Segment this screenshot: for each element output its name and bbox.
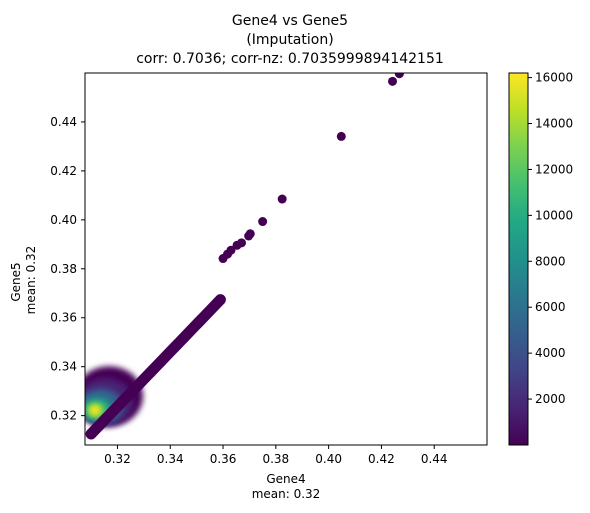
density-blob-8 bbox=[91, 406, 100, 415]
band-point bbox=[214, 294, 226, 306]
x-tick-label: 0.42 bbox=[368, 452, 395, 466]
y-tick-label: 0.38 bbox=[50, 262, 77, 276]
y-axis-label-line-1: Gene5 bbox=[9, 262, 23, 301]
colorbar-tick-label: 10000 bbox=[535, 208, 573, 222]
x-axis-label-line-2: mean: 0.32 bbox=[252, 487, 321, 501]
x-tick-label: 0.44 bbox=[421, 452, 448, 466]
y-axis-label-line-2: mean: 0.32 bbox=[24, 246, 38, 315]
colorbar-tick-label: 14000 bbox=[535, 117, 573, 131]
scatter-point-4 bbox=[277, 194, 287, 204]
colorbar-tick-label: 4000 bbox=[535, 346, 566, 360]
chart-title: Gene4 vs Gene5 (Imputation) corr: 0.7036… bbox=[136, 13, 444, 67]
x-tick-label: 0.40 bbox=[315, 452, 342, 466]
points-layer bbox=[85, 73, 404, 440]
colorbar-tick-label: 2000 bbox=[535, 392, 566, 406]
colorbar-ticks: 2000 4000 6000 8000 10000 12000 14000 16000 bbox=[528, 71, 573, 406]
scatter-point-9 bbox=[232, 240, 242, 250]
density-layer bbox=[85, 366, 144, 427]
chart-title-line-2: (Imputation) bbox=[246, 32, 333, 48]
y-axis-label: Gene5 mean: 0.32 bbox=[9, 246, 38, 315]
y-axis-ticks: 0.32 0.34 0.36 0.38 0.40 0.42 0.44 bbox=[50, 115, 85, 423]
y-tick-label: 0.32 bbox=[50, 409, 77, 423]
x-tick-label: 0.38 bbox=[262, 452, 289, 466]
scatter-point-12 bbox=[218, 254, 228, 264]
x-tick-label: 0.32 bbox=[104, 452, 131, 466]
x-axis-label: Gene4 mean: 0.32 bbox=[252, 472, 321, 501]
y-tick-label: 0.34 bbox=[50, 360, 77, 374]
chart-title-line-3: corr: 0.7036; corr-nz: 0.703599989414215… bbox=[136, 51, 444, 67]
chart-title-line-1: Gene4 vs Gene5 bbox=[232, 13, 348, 29]
y-tick-label: 0.44 bbox=[50, 115, 77, 129]
x-tick-label: 0.36 bbox=[210, 452, 237, 466]
colorbar-tick-label: 6000 bbox=[535, 300, 566, 314]
colorbar bbox=[508, 72, 529, 446]
scatter-point-1 bbox=[394, 73, 404, 79]
scatter-point-7 bbox=[244, 231, 254, 241]
y-tick-label: 0.40 bbox=[50, 213, 77, 227]
colorbar-tick-label: 16000 bbox=[535, 71, 573, 85]
scatter-point-5 bbox=[258, 217, 268, 227]
plot-area bbox=[85, 73, 404, 440]
colorbar-tick-label: 12000 bbox=[535, 162, 573, 176]
y-tick-label: 0.42 bbox=[50, 164, 77, 178]
x-axis-ticks: 0.32 0.34 0.36 0.38 0.40 0.42 0.44 bbox=[104, 445, 448, 466]
plot-frame bbox=[84, 72, 488, 446]
colorbar-tick-label: 8000 bbox=[535, 254, 566, 268]
scatter-point-3 bbox=[336, 131, 346, 141]
y-tick-label: 0.36 bbox=[50, 311, 77, 325]
scatter-point-2 bbox=[388, 76, 398, 86]
x-tick-label: 0.34 bbox=[157, 452, 184, 466]
x-axis-label-line-1: Gene4 bbox=[266, 472, 305, 486]
